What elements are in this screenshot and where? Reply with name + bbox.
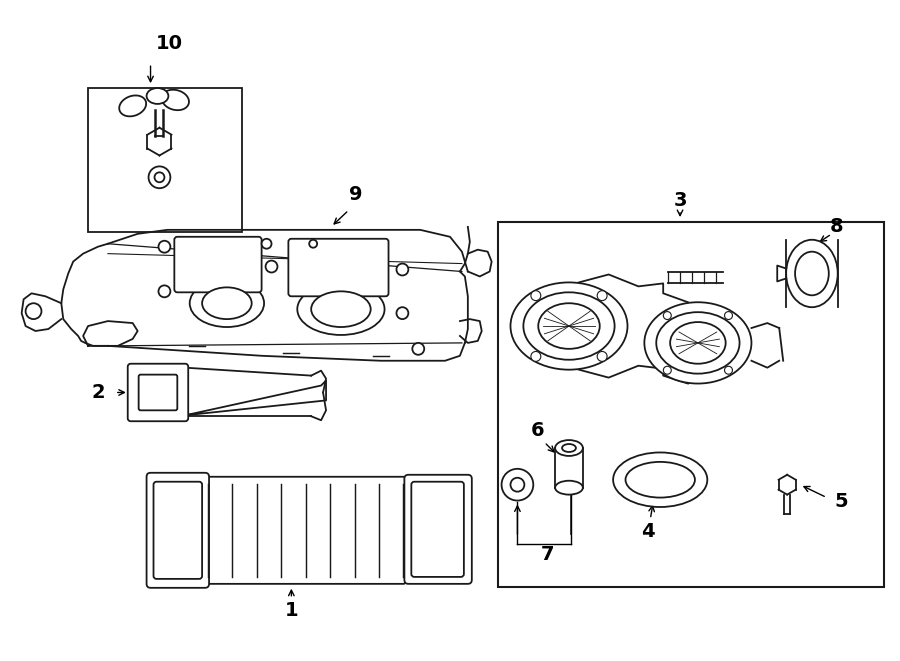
Bar — [88, 88, 242, 232]
Ellipse shape — [555, 481, 583, 494]
Circle shape — [598, 291, 608, 301]
Circle shape — [663, 311, 671, 319]
Circle shape — [724, 366, 733, 374]
Circle shape — [598, 352, 608, 362]
Circle shape — [397, 307, 409, 319]
Ellipse shape — [202, 288, 252, 319]
Text: 4: 4 — [642, 522, 655, 541]
Circle shape — [663, 366, 671, 374]
Circle shape — [501, 469, 534, 500]
Ellipse shape — [656, 312, 740, 373]
Ellipse shape — [147, 88, 168, 104]
Circle shape — [310, 240, 317, 248]
Circle shape — [724, 311, 733, 319]
FancyBboxPatch shape — [175, 237, 262, 292]
Ellipse shape — [613, 453, 707, 507]
FancyBboxPatch shape — [288, 239, 389, 296]
Ellipse shape — [562, 444, 576, 452]
Circle shape — [148, 167, 170, 188]
Ellipse shape — [626, 462, 695, 498]
Ellipse shape — [162, 90, 189, 110]
Circle shape — [266, 260, 277, 272]
Circle shape — [531, 352, 541, 362]
Circle shape — [155, 173, 165, 182]
Text: 3: 3 — [673, 190, 687, 210]
FancyBboxPatch shape — [128, 364, 188, 421]
Ellipse shape — [670, 322, 725, 364]
Circle shape — [158, 241, 170, 253]
Ellipse shape — [644, 302, 752, 383]
Circle shape — [158, 286, 170, 297]
Ellipse shape — [297, 284, 384, 335]
Ellipse shape — [311, 292, 371, 327]
Text: 1: 1 — [284, 601, 298, 620]
Ellipse shape — [795, 252, 829, 295]
Circle shape — [510, 478, 525, 492]
Ellipse shape — [510, 282, 627, 369]
Text: 2: 2 — [91, 383, 104, 402]
FancyBboxPatch shape — [411, 482, 464, 577]
Ellipse shape — [787, 240, 838, 307]
Circle shape — [531, 291, 541, 301]
Circle shape — [412, 343, 424, 355]
Text: 8: 8 — [830, 217, 843, 237]
Text: 6: 6 — [530, 420, 544, 440]
FancyBboxPatch shape — [154, 482, 202, 579]
Circle shape — [25, 303, 41, 319]
Circle shape — [262, 239, 272, 249]
FancyBboxPatch shape — [200, 477, 405, 584]
FancyBboxPatch shape — [139, 375, 177, 410]
FancyBboxPatch shape — [147, 473, 209, 588]
FancyBboxPatch shape — [404, 475, 472, 584]
Text: 5: 5 — [835, 492, 849, 511]
Ellipse shape — [524, 292, 615, 360]
Text: 9: 9 — [349, 184, 363, 204]
Bar — [498, 222, 885, 587]
Ellipse shape — [538, 303, 599, 349]
Ellipse shape — [190, 280, 264, 327]
Circle shape — [397, 264, 409, 276]
Ellipse shape — [119, 95, 146, 116]
Ellipse shape — [555, 440, 583, 456]
Text: 10: 10 — [156, 34, 183, 53]
Text: 7: 7 — [540, 545, 554, 564]
